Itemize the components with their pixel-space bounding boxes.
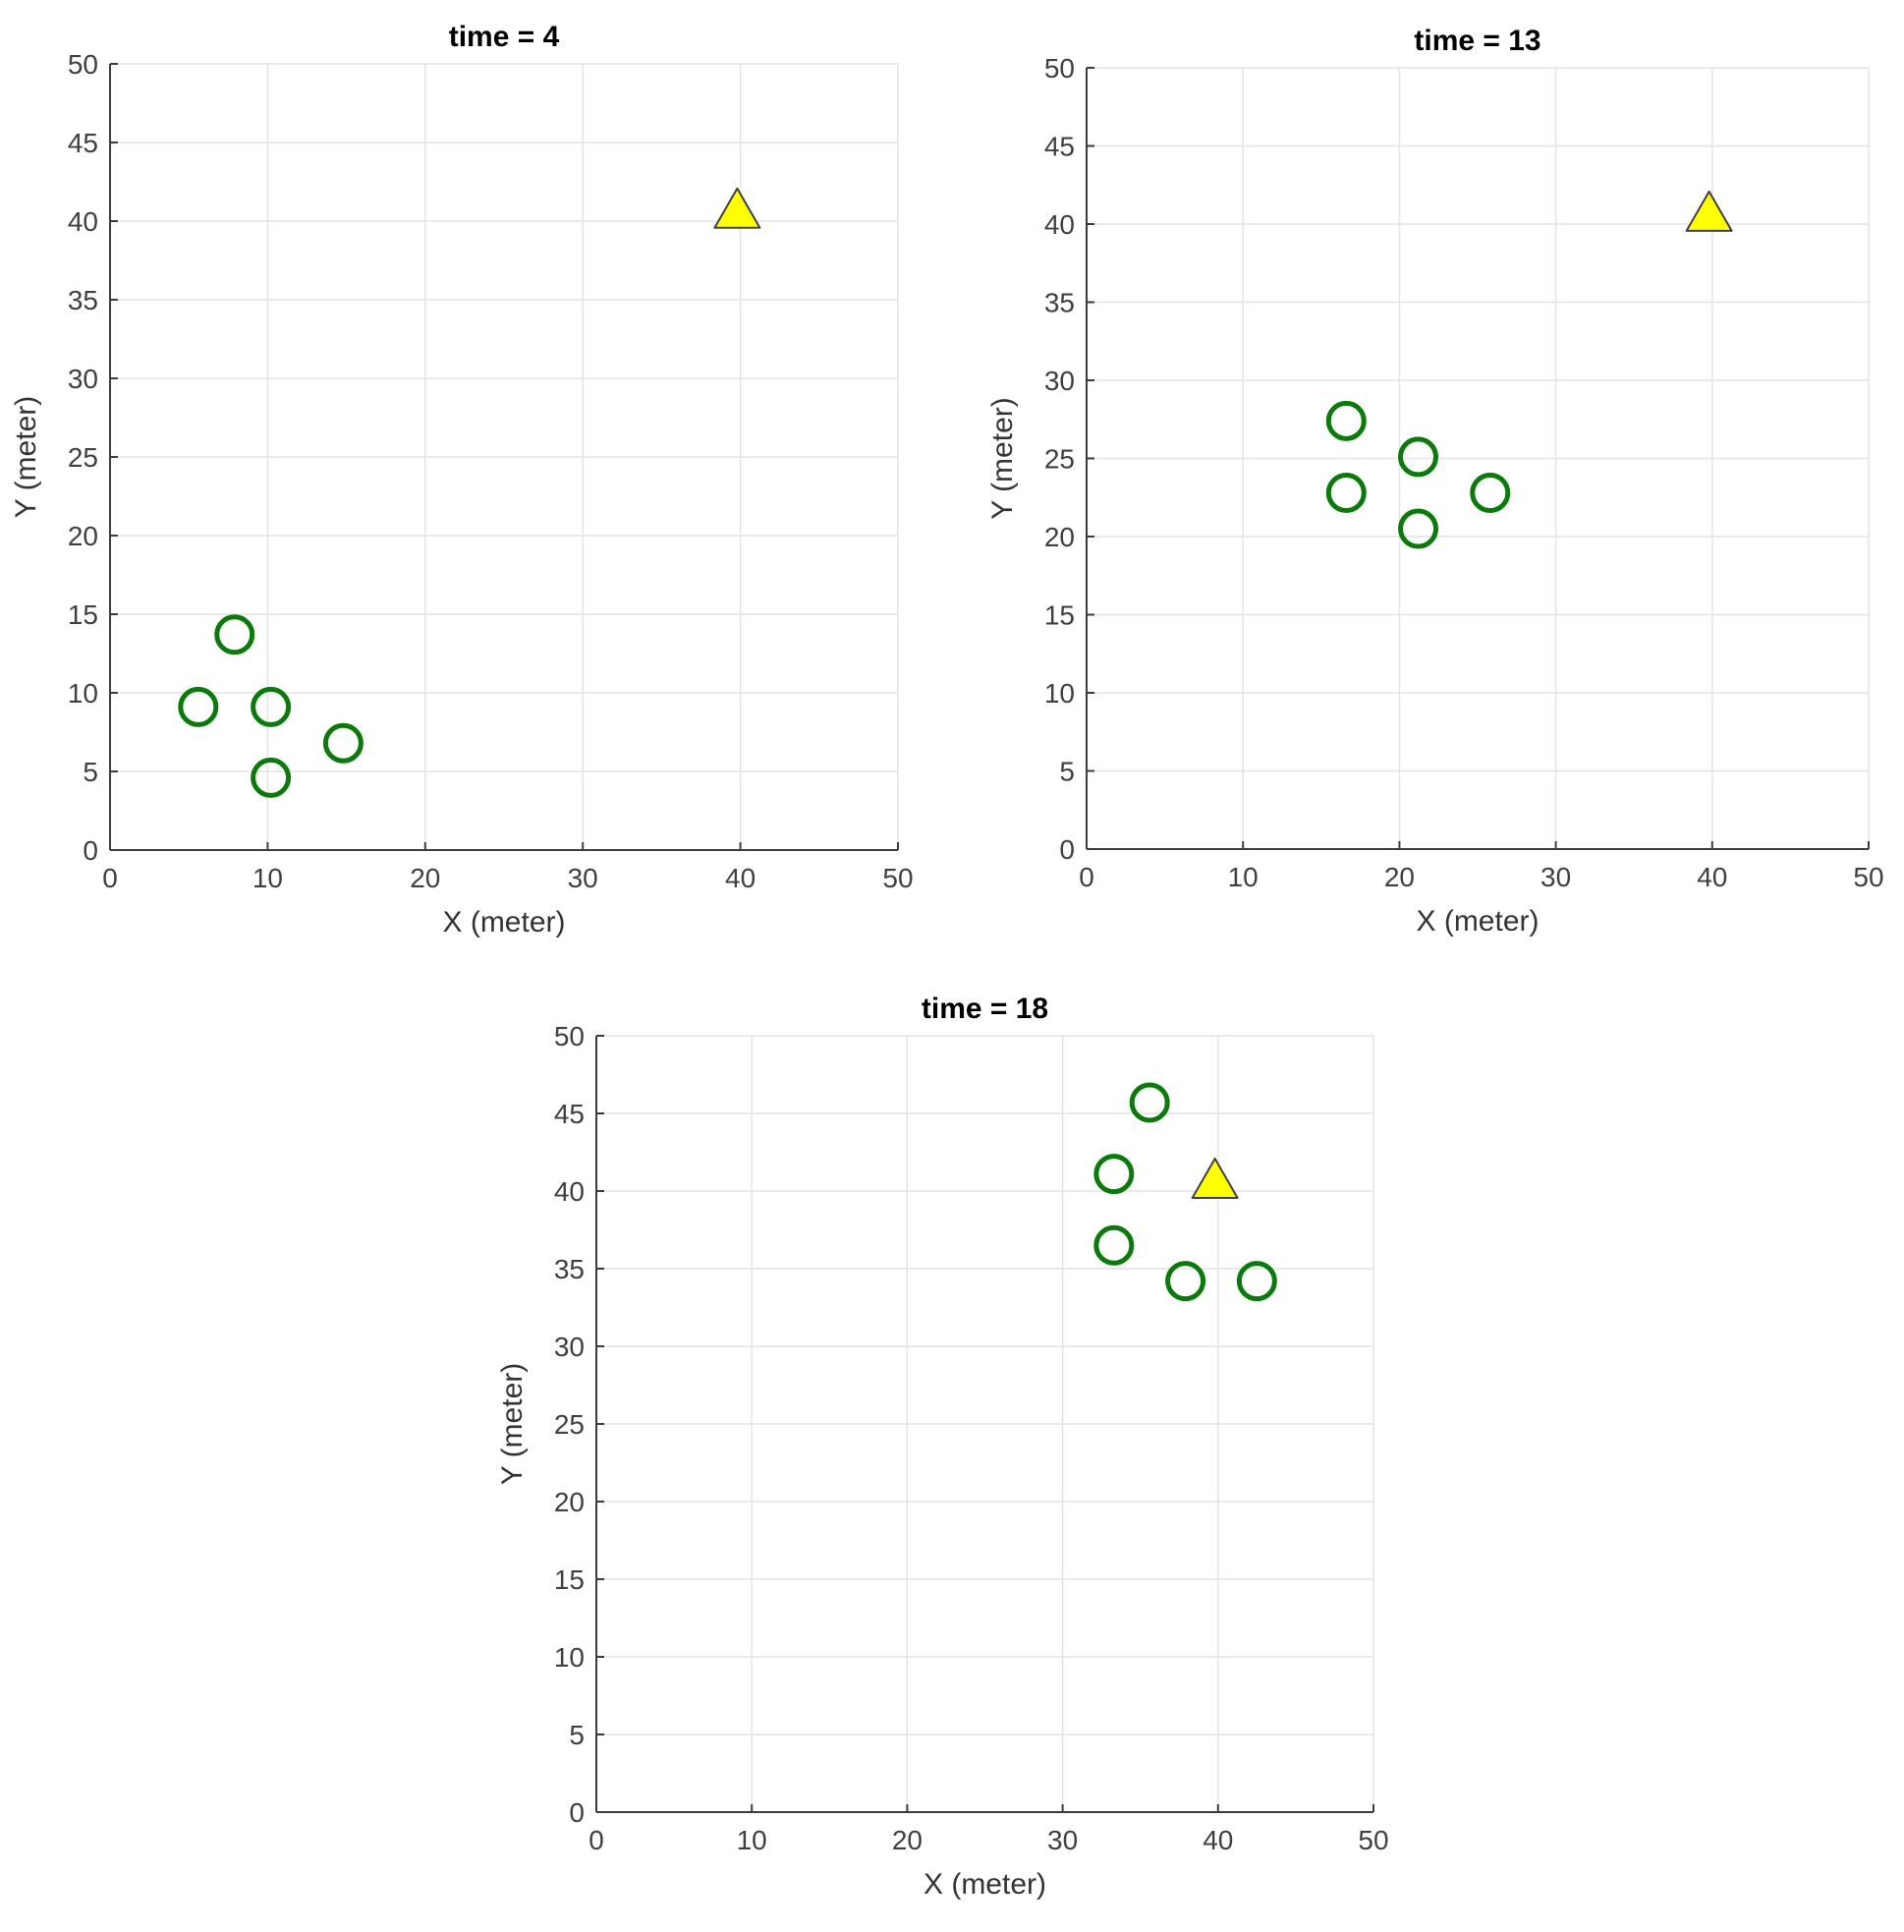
target-marker xyxy=(713,187,761,229)
x-tick-label: 40 xyxy=(1697,862,1727,892)
agent-marker xyxy=(1325,472,1367,513)
agent-marker xyxy=(1093,1154,1135,1195)
series-agents xyxy=(178,614,364,798)
agent-marker xyxy=(178,686,219,727)
y-axis-label: Y (meter) xyxy=(986,397,1019,519)
y-tick-label: 15 xyxy=(68,599,98,630)
x-tick-label: 30 xyxy=(1047,1825,1078,1855)
y-tick-label: 0 xyxy=(1059,834,1075,865)
y-tick-label: 10 xyxy=(1044,678,1075,709)
x-tick-label: 20 xyxy=(410,863,440,893)
y-tick-label: 45 xyxy=(1044,132,1075,162)
x-tick-label: 0 xyxy=(588,1825,604,1855)
x-tick-label: 10 xyxy=(1228,862,1259,892)
y-tick-label: 50 xyxy=(554,1021,585,1051)
series-target xyxy=(1685,190,1733,232)
x-tick-label: 30 xyxy=(568,863,598,893)
agent-marker xyxy=(214,614,255,655)
series-target xyxy=(1191,1157,1239,1199)
agent-marker xyxy=(251,757,292,798)
y-tick-label: 10 xyxy=(68,678,98,709)
y-tick-label: 40 xyxy=(554,1176,585,1207)
x-tick-label: 40 xyxy=(725,863,756,893)
y-tick-label: 30 xyxy=(68,364,98,394)
x-axis-label: X (meter) xyxy=(442,906,565,938)
agent-marker xyxy=(251,686,292,727)
y-tick-label: 30 xyxy=(554,1332,585,1362)
x-tick-label: 50 xyxy=(1358,1825,1388,1855)
plot-title: time = 4 xyxy=(449,21,560,53)
y-tick-label: 0 xyxy=(83,835,98,866)
x-tick-label: 0 xyxy=(102,863,118,893)
x-tick-label: 20 xyxy=(1384,862,1415,892)
y-tick-label: 35 xyxy=(1044,288,1075,318)
agent-marker xyxy=(322,722,364,764)
y-tick-label: 20 xyxy=(68,521,98,551)
y-tick-label: 50 xyxy=(1044,53,1075,84)
y-tick-label: 0 xyxy=(569,1797,585,1828)
y-tick-label: 15 xyxy=(1044,600,1075,631)
series-agents xyxy=(1325,400,1511,549)
x-axis-label: X (meter) xyxy=(924,1868,1046,1901)
y-tick-label: 35 xyxy=(68,285,98,315)
y-tick-label: 30 xyxy=(1044,366,1075,396)
subplot-3: 0 10 20 30 40 50 0 5 10 15 20 25 30 35 40 45 50 X (meter)… xyxy=(496,993,1389,1901)
y-tick-label: 45 xyxy=(554,1099,585,1129)
y-tick-label: 50 xyxy=(68,49,98,80)
target-marker xyxy=(1685,190,1733,232)
series-target xyxy=(713,187,761,229)
x-tick-label: 10 xyxy=(737,1825,767,1855)
y-tick-label: 25 xyxy=(1044,444,1075,475)
y-tick-label: 5 xyxy=(569,1720,585,1750)
y-axis-label: Y (meter) xyxy=(496,1363,529,1485)
y-tick-label: 15 xyxy=(554,1564,585,1595)
x-tick-label: 0 xyxy=(1079,862,1094,892)
series-agents xyxy=(1093,1082,1277,1302)
x-axis-label: X (meter) xyxy=(1416,905,1539,938)
plot-title: time = 18 xyxy=(922,993,1048,1025)
subplot-1: 0 10 20 30 40 50 0 5 10 15 20 25 30 35 40 45 50 X (meter)… xyxy=(10,21,914,938)
agent-marker xyxy=(1398,436,1439,478)
grid xyxy=(110,63,899,850)
y-tick-label: 45 xyxy=(68,128,98,158)
plot-title: time = 13 xyxy=(1414,25,1540,57)
x-tick-label: 50 xyxy=(1853,862,1883,892)
y-tick-label: 40 xyxy=(1044,209,1075,240)
agent-marker xyxy=(1165,1261,1206,1302)
x-tick-label: 40 xyxy=(1203,1825,1233,1855)
x-tick-label: 50 xyxy=(882,863,913,893)
subplot-2: 0 10 20 30 40 50 0 5 10 15 20 25 30 35 40 45 50 X (meter)… xyxy=(986,25,1884,938)
target-marker xyxy=(1191,1157,1239,1199)
y-tick-label: 25 xyxy=(554,1409,585,1440)
y-tick-label: 10 xyxy=(554,1642,585,1673)
agent-marker xyxy=(1129,1082,1170,1123)
grid xyxy=(596,1035,1374,1812)
y-tick-label: 25 xyxy=(68,442,98,473)
grid xyxy=(1087,67,1870,849)
x-tick-label: 30 xyxy=(1540,862,1571,892)
agent-marker xyxy=(1236,1261,1277,1302)
y-tick-label: 40 xyxy=(68,206,98,237)
y-tick-label: 5 xyxy=(83,757,98,787)
agent-marker xyxy=(1325,400,1367,441)
x-tick-label: 20 xyxy=(892,1825,923,1855)
agent-marker xyxy=(1398,508,1439,549)
x-tick-label: 10 xyxy=(252,863,283,893)
y-tick-label: 20 xyxy=(1044,522,1075,552)
y-tick-label: 20 xyxy=(554,1487,585,1517)
agent-marker xyxy=(1470,472,1511,513)
y-axis-label: Y (meter) xyxy=(10,396,42,518)
y-tick-label: 5 xyxy=(1059,757,1075,787)
y-tick-label: 35 xyxy=(554,1254,585,1284)
agent-marker xyxy=(1093,1224,1135,1266)
